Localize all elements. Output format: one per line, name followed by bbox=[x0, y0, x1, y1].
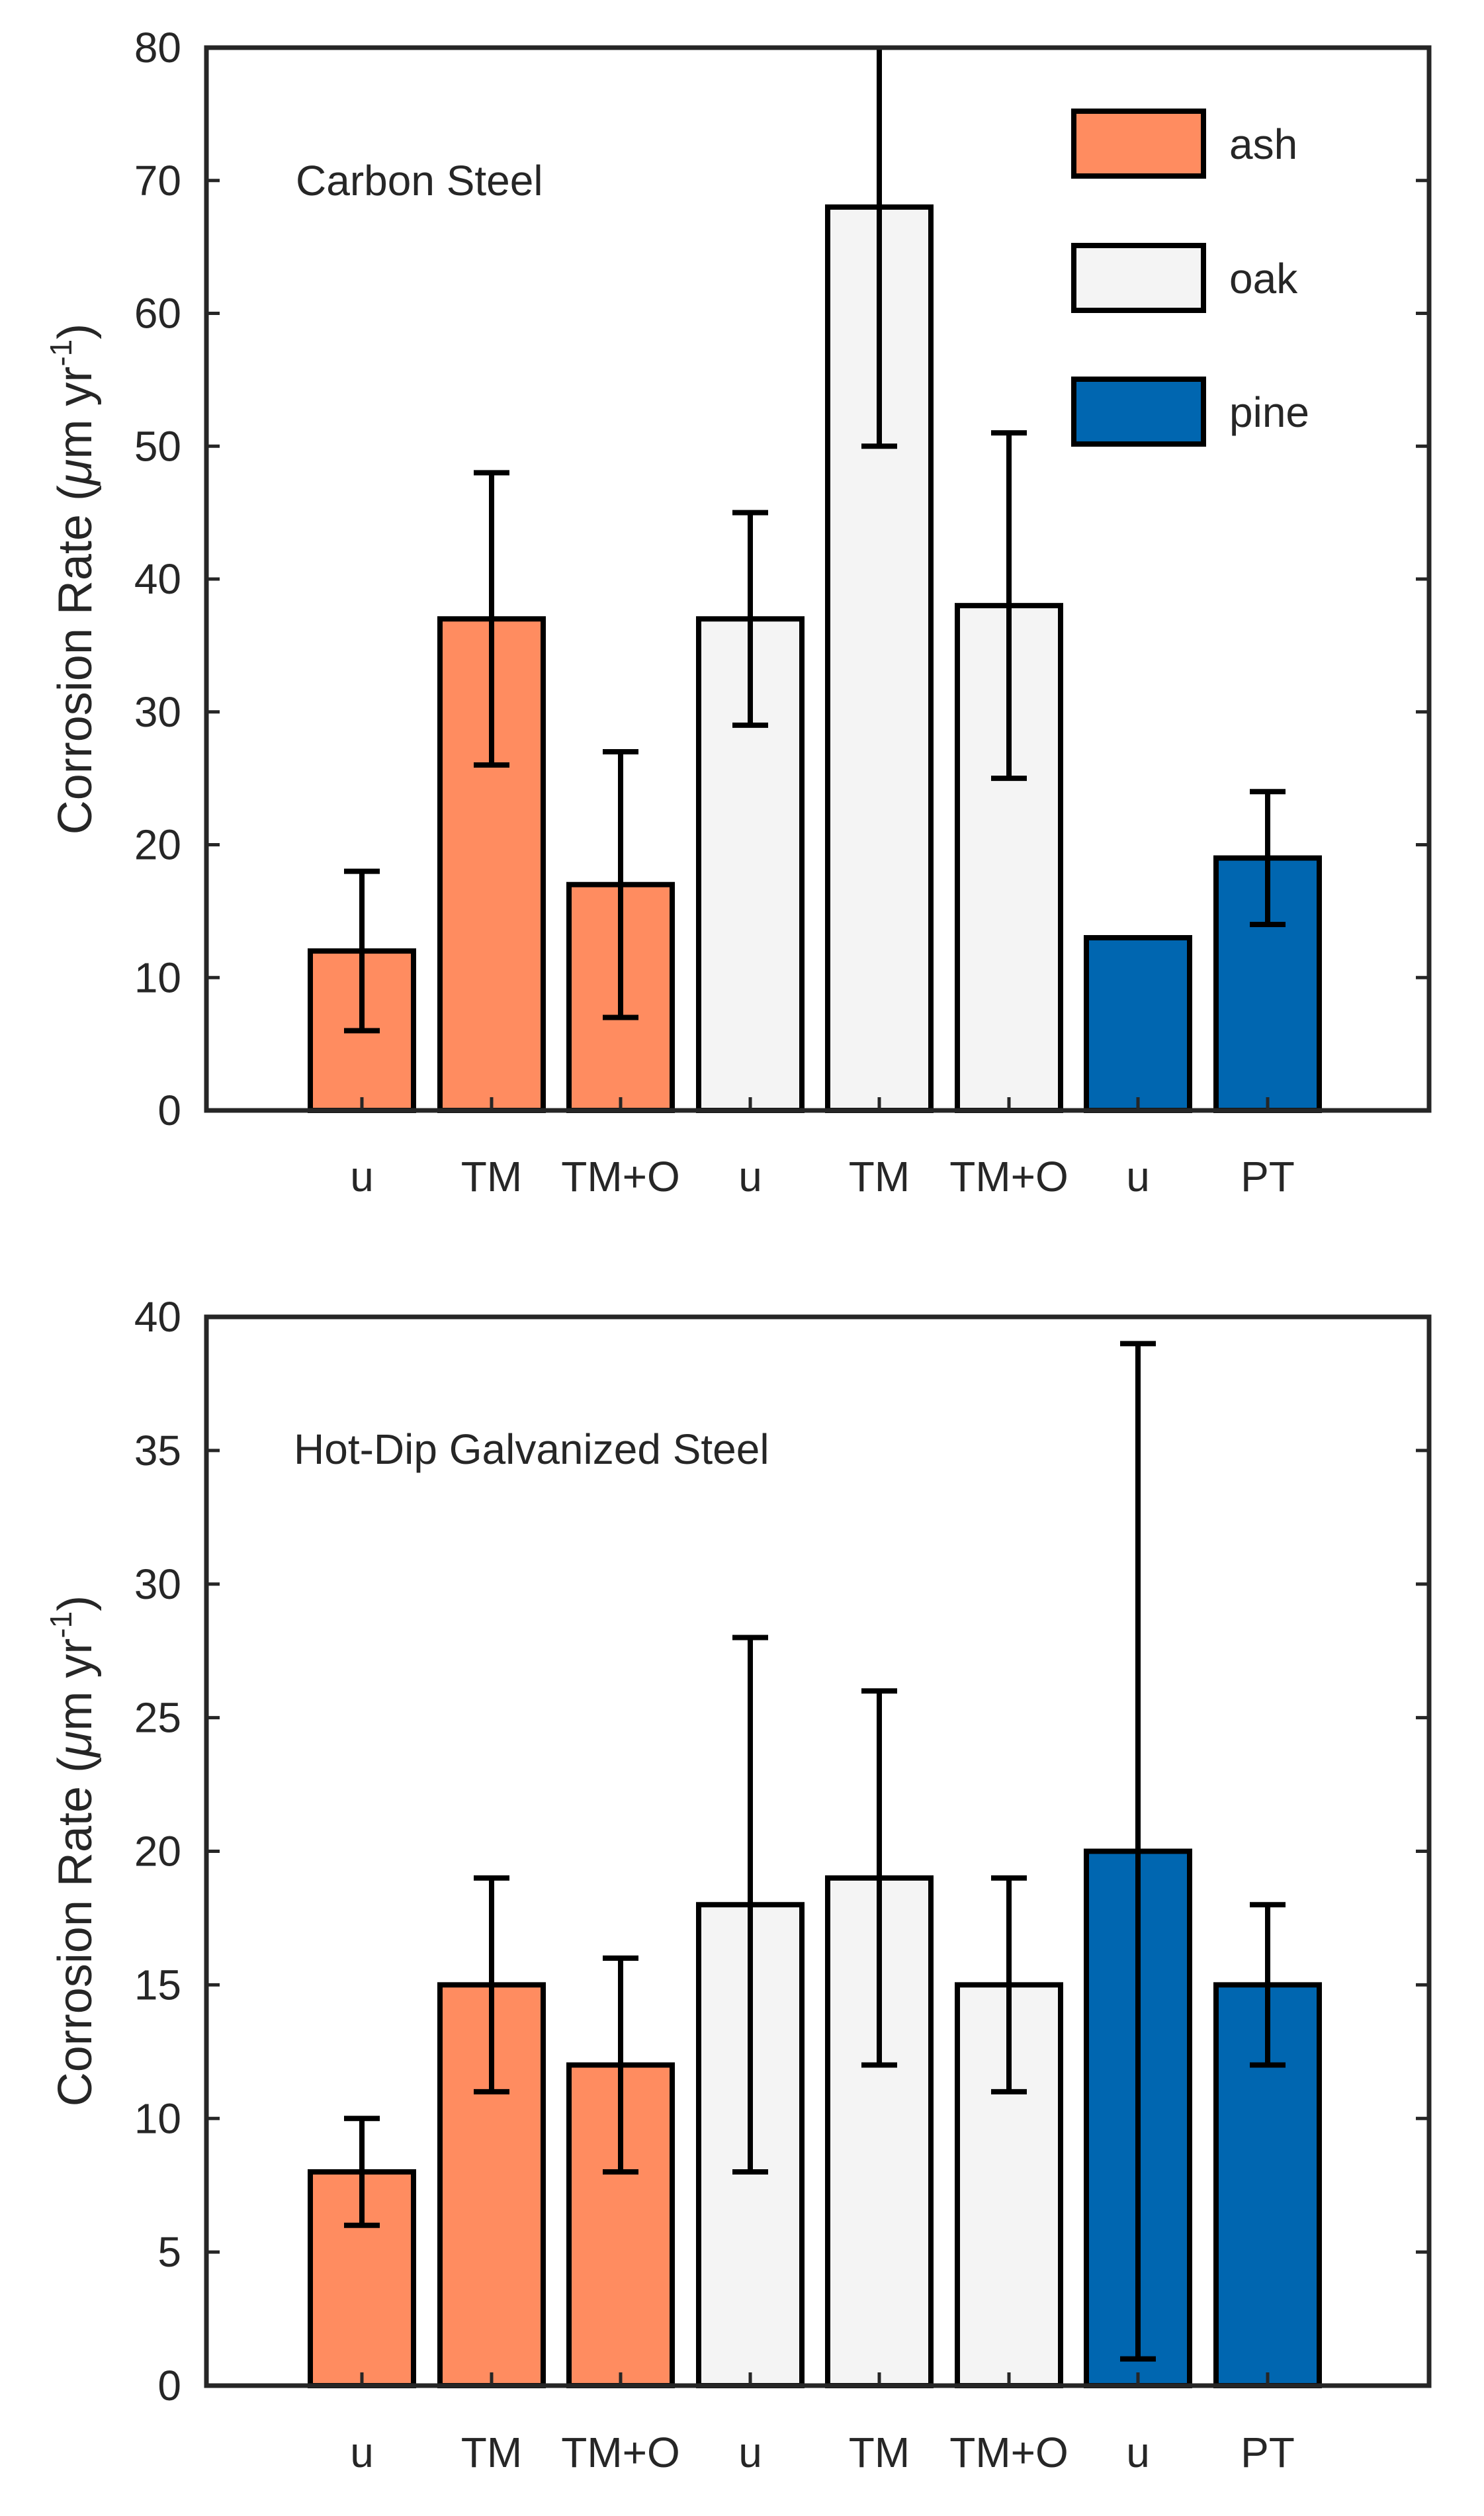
error-bar bbox=[603, 1955, 638, 2175]
error-bar bbox=[474, 470, 509, 768]
y-tick-label: 10 bbox=[134, 2094, 181, 2142]
y-title-close: ) bbox=[49, 324, 102, 339]
error-bar bbox=[732, 510, 768, 728]
x-category-label: TM bbox=[461, 2429, 522, 2476]
legend-label-pine: pine bbox=[1229, 388, 1309, 436]
x-category-label: u bbox=[350, 2429, 374, 2476]
y-tick-label: 50 bbox=[134, 422, 181, 470]
y-tick-label: 0 bbox=[157, 1087, 181, 1134]
y-title-mu: μ bbox=[49, 1731, 102, 1758]
y-tick-label: 70 bbox=[134, 157, 181, 204]
x-category-label: u bbox=[1126, 2429, 1150, 2476]
x-category-label: TM+O bbox=[561, 1153, 680, 1200]
y-tick-label: 40 bbox=[134, 1293, 181, 1341]
galvanized-steel-panel-title: Hot-Dip Galvanized Steel bbox=[294, 1425, 769, 1473]
y-tick-label: 30 bbox=[134, 1560, 181, 1608]
x-category-label: u bbox=[350, 1153, 374, 1200]
y-tick-label: 0 bbox=[157, 2362, 181, 2409]
error-bar bbox=[474, 1875, 509, 2094]
y-title-unit: m yr bbox=[49, 367, 102, 459]
legend-label-ash: ash bbox=[1229, 120, 1297, 168]
error-bar bbox=[732, 1635, 768, 2175]
y-tick-label: 20 bbox=[134, 1828, 181, 1875]
error-bar bbox=[861, 48, 897, 449]
y-title-exponent: -1 bbox=[44, 339, 78, 367]
error-bar bbox=[344, 868, 380, 1034]
carbon-steel-panel: 0 10 20 30 40 50 60 70 80 u TM TM+O u TM TM+O u PT Carb… bbox=[44, 24, 1432, 1200]
x-category-label: PT bbox=[1241, 1153, 1295, 1200]
chart-legend: ash oak pine bbox=[1071, 109, 1309, 447]
y-tick-label: 60 bbox=[134, 290, 181, 337]
y-tick-label: 35 bbox=[134, 1427, 181, 1474]
carbon-steel-bar-pine-u bbox=[1084, 935, 1192, 1114]
y-title-unit: m yr bbox=[49, 1639, 102, 1731]
x-category-label: u bbox=[1126, 1153, 1150, 1200]
error-bar bbox=[991, 1875, 1027, 2094]
y-tick-label: 20 bbox=[134, 821, 181, 869]
y-title-main: Corrosion Rate ( bbox=[49, 1757, 102, 2106]
galvanized-steel-x-axis: u TM TM+O u TM TM+O u PT bbox=[350, 2372, 1295, 2476]
error-bar bbox=[991, 430, 1027, 782]
error-bar bbox=[1250, 1902, 1286, 2068]
x-category-label: PT bbox=[1241, 2429, 1295, 2476]
y-tick-label: 25 bbox=[134, 1694, 181, 1742]
y-tick-label: 30 bbox=[134, 688, 181, 736]
y-tick-label: 5 bbox=[157, 2228, 181, 2276]
y-title-exponent: -1 bbox=[44, 1611, 78, 1639]
y-title-mu: μ bbox=[49, 459, 102, 486]
y-tick-label: 80 bbox=[134, 24, 181, 71]
x-category-label: TM bbox=[461, 1153, 522, 1200]
legend-swatch-oak bbox=[1071, 243, 1206, 313]
carbon-steel-marks bbox=[308, 48, 1322, 1114]
y-title-close: ) bbox=[49, 1595, 102, 1611]
x-category-label: u bbox=[738, 2429, 762, 2476]
carbon-steel-y-axis: 0 10 20 30 40 50 60 70 80 bbox=[134, 24, 1429, 1134]
legend-swatch-ash bbox=[1071, 109, 1206, 179]
x-category-label: TM+O bbox=[561, 2429, 680, 2476]
x-category-label: TM bbox=[849, 2429, 910, 2476]
y-tick-label: 15 bbox=[134, 1961, 181, 2008]
error-bar bbox=[603, 748, 638, 1020]
galvanized-steel-y-axis-title: Corrosion Rate (μm yr-1) bbox=[44, 1595, 102, 2107]
carbon-steel-panel-title: Carbon Steel bbox=[296, 157, 543, 204]
galvanized-steel-y-axis: 0 5 10 15 20 25 30 35 40 bbox=[134, 1293, 1429, 2409]
y-title-main: Corrosion Rate ( bbox=[49, 485, 102, 834]
error-bar bbox=[344, 2116, 380, 2228]
x-category-label: TM+O bbox=[949, 2429, 1069, 2476]
x-category-label: TM+O bbox=[949, 1153, 1069, 1200]
error-bar bbox=[1120, 1341, 1156, 2362]
galvanized-steel-bar-oak-tm bbox=[825, 1875, 934, 2388]
carbon-steel-x-axis: u TM TM+O u TM TM+O u PT bbox=[350, 1097, 1295, 1200]
x-category-label: TM bbox=[849, 1153, 910, 1200]
error-bar bbox=[861, 1688, 897, 2068]
y-tick-label: 40 bbox=[134, 555, 181, 603]
x-category-label: u bbox=[738, 1153, 762, 1200]
galvanized-steel-marks bbox=[308, 1341, 1322, 2388]
y-tick-label: 10 bbox=[134, 954, 181, 1001]
error-bar bbox=[1250, 789, 1286, 927]
carbon-steel-y-axis-title: Corrosion Rate (μm yr-1) bbox=[44, 324, 102, 835]
galvanized-steel-panel: 0 5 10 15 20 25 30 35 40 u TM TM+O u TM TM+O u PT Hot-D… bbox=[44, 1293, 1432, 2476]
legend-swatch-pine bbox=[1071, 377, 1206, 447]
legend-label-oak: oak bbox=[1229, 255, 1298, 302]
